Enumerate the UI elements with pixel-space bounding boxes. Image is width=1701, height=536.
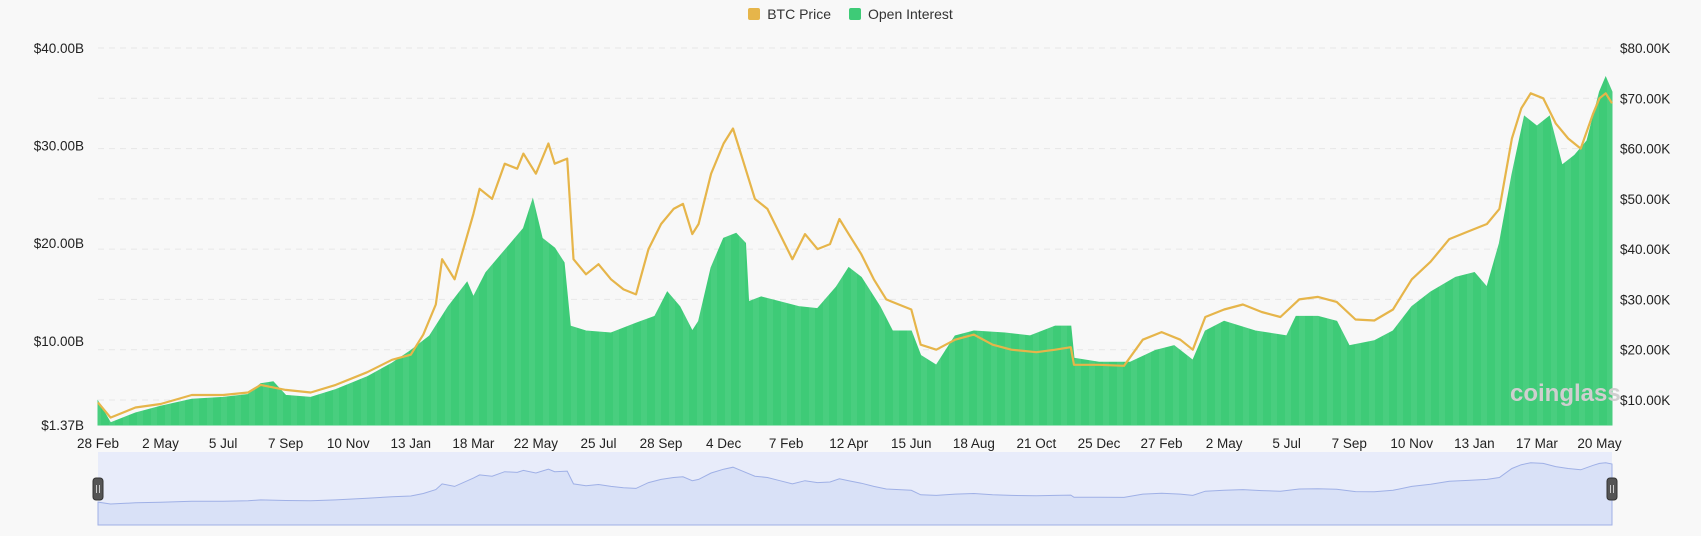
left-y-tick-label: $1.37B xyxy=(41,418,84,433)
legend-swatch-open-interest xyxy=(848,8,861,20)
x-tick-label: 7 Sep xyxy=(1332,436,1367,451)
x-tick-label: 18 Aug xyxy=(953,436,995,451)
right-y-tick-label: $80.00K xyxy=(1620,41,1670,56)
x-tick-label: 7 Feb xyxy=(769,436,804,451)
x-tick-label: 4 Dec xyxy=(706,436,742,451)
legend-label-open-interest: Open Interest xyxy=(867,6,953,22)
legend-label-btc-price: BTC Price xyxy=(767,6,831,22)
x-tick-label: 10 Nov xyxy=(1390,436,1433,451)
x-tick-label: 28 Sep xyxy=(640,436,683,451)
legend-item-open-interest[interactable]: Open Interest xyxy=(848,6,953,22)
right-y-tick-label: $30.00K xyxy=(1620,292,1670,307)
x-tick-label: 15 Jun xyxy=(891,436,932,451)
right-y-tick-label: $20.00K xyxy=(1620,343,1670,358)
x-tick-label: 2 May xyxy=(1206,436,1243,451)
x-tick-label: 27 Feb xyxy=(1141,436,1183,451)
right-y-axis: $10.00K $20.00K $30.00K $40.00K $50.00K $60.0… xyxy=(1620,41,1670,408)
btc-price-layer xyxy=(97,92,1613,419)
left-y-tick-label: $10.00B xyxy=(34,334,84,349)
x-tick-label: 25 Dec xyxy=(1078,436,1121,451)
x-tick-label: 2 May xyxy=(142,436,179,451)
right-y-tick-label: $70.00K xyxy=(1620,91,1670,106)
right-y-tick-label: $50.00K xyxy=(1620,192,1670,207)
chart-legend: BTC Price Open Interest xyxy=(0,6,1701,22)
right-y-tick-label: $40.00K xyxy=(1620,242,1670,257)
x-tick-label: 25 Jul xyxy=(580,436,616,451)
x-tick-label: 13 Jan xyxy=(391,436,432,451)
open-interest-area xyxy=(97,76,1613,426)
left-y-axis: $1.37B $10.00B $20.00B $30.00B $40.00B xyxy=(34,41,84,433)
navigator-right-handle[interactable] xyxy=(1606,477,1618,501)
x-tick-label: 13 Jan xyxy=(1454,436,1495,451)
x-tick-label: 10 Nov xyxy=(327,436,370,451)
range-navigator[interactable] xyxy=(92,452,1618,526)
x-tick-label: 5 Jul xyxy=(209,436,238,451)
left-y-tick-label: $20.00B xyxy=(34,236,84,251)
left-y-tick-label: $30.00B xyxy=(34,139,84,154)
navigator-series xyxy=(97,462,1613,526)
legend-swatch-btc-price xyxy=(748,8,761,20)
coinglass-watermark: coinglass xyxy=(1510,380,1621,407)
x-tick-label: 5 Jul xyxy=(1272,436,1301,451)
x-tick-label: 18 Mar xyxy=(452,436,495,451)
x-tick-label: 7 Sep xyxy=(268,436,303,451)
x-tick-label: 17 Mar xyxy=(1516,436,1559,451)
left-y-tick-label: $40.00B xyxy=(34,41,84,56)
btc-price-line xyxy=(97,92,1613,419)
legend-item-btc-price[interactable]: BTC Price xyxy=(748,6,831,22)
x-tick-label: 22 May xyxy=(514,436,559,451)
open-interest-layer xyxy=(95,48,1613,426)
right-y-tick-label: $60.00K xyxy=(1620,142,1670,157)
navigator-left-handle[interactable] xyxy=(92,477,104,501)
right-y-tick-label: $10.00K xyxy=(1620,393,1670,408)
x-tick-label: 20 May xyxy=(1577,436,1622,451)
x-axis: 28 Feb 2 May 5 Jul 7 Sep 10 Nov 13 Jan 18 Mar 2… xyxy=(77,436,1622,451)
x-tick-label: 12 Apr xyxy=(829,436,869,451)
x-tick-label: 28 Feb xyxy=(77,436,119,451)
x-tick-label: 21 Oct xyxy=(1017,436,1057,451)
